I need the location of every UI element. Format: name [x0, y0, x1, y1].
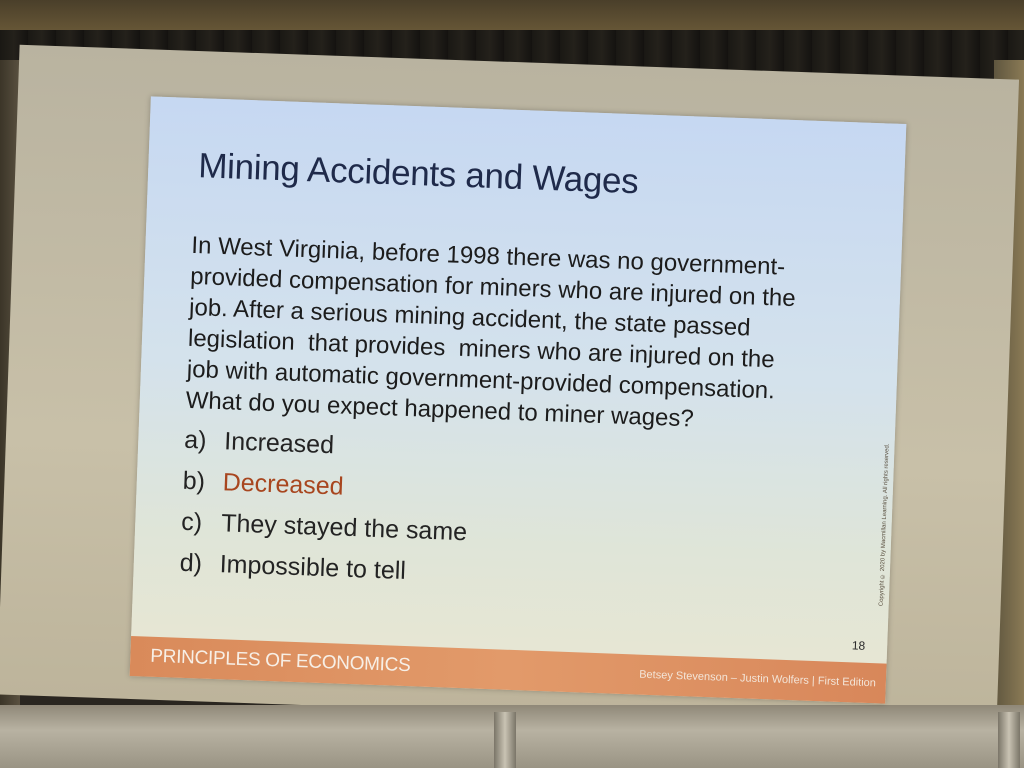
footer-authors: Betsey Stevenson – Justin Wolfers | Firs…: [638, 668, 877, 690]
floor-post: [998, 712, 1020, 768]
floor-post: [494, 712, 516, 768]
option-text: Increased: [223, 427, 335, 460]
slide-title: Mining Accidents and Wages: [197, 146, 640, 202]
option-letter: b): [182, 466, 206, 496]
slide: Mining Accidents and Wages In West Virgi…: [129, 96, 907, 704]
option-text: Decreased: [222, 468, 345, 501]
option-letter: a): [183, 425, 208, 455]
slide-body: In West Virginia, before 1998 there was …: [179, 230, 882, 609]
option-letter: d): [179, 548, 203, 578]
footer-course-title: PRINCIPLES OF ECONOMICS: [149, 645, 411, 677]
copyright-notice: Copyright © 2020 by Macmillan Learning. …: [878, 443, 891, 607]
option-text: Impossible to tell: [219, 550, 407, 585]
answer-options: a) Increased b) Decreased c) They stayed…: [179, 420, 875, 609]
option-letter: c): [180, 507, 203, 537]
page-number: 18: [851, 638, 866, 653]
question-text: In West Virginia, before 1998 there was …: [185, 230, 881, 441]
